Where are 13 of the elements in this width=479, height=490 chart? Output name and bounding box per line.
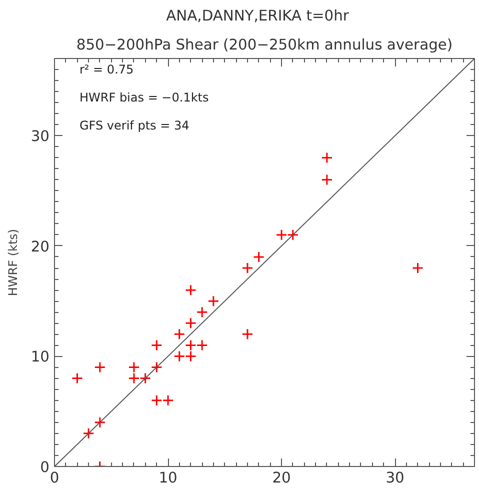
y-axis-title: HWRF (kts) [6, 228, 20, 296]
y-tick-label: 20 [30, 238, 50, 256]
y-tick-label: 30 [30, 128, 50, 146]
annotation: r² = 0.75 [80, 62, 134, 76]
y-tick-label: 10 [30, 348, 50, 366]
y-tick-label: 0 [40, 459, 50, 476]
x-tick-label: 30 [386, 470, 404, 486]
chart-title: ANA,DANNY,ERIKA t=0hr [166, 8, 350, 24]
chart-subtitle: 850−200hPa Shear (200−250km annulus average) [76, 36, 453, 54]
annotation: HWRF bias = −0.1kts [80, 90, 209, 104]
x-tick-label: 10 [158, 470, 178, 486]
x-tick-label: 20 [272, 470, 291, 486]
annotation: GFS verif pts = 34 [80, 118, 190, 132]
